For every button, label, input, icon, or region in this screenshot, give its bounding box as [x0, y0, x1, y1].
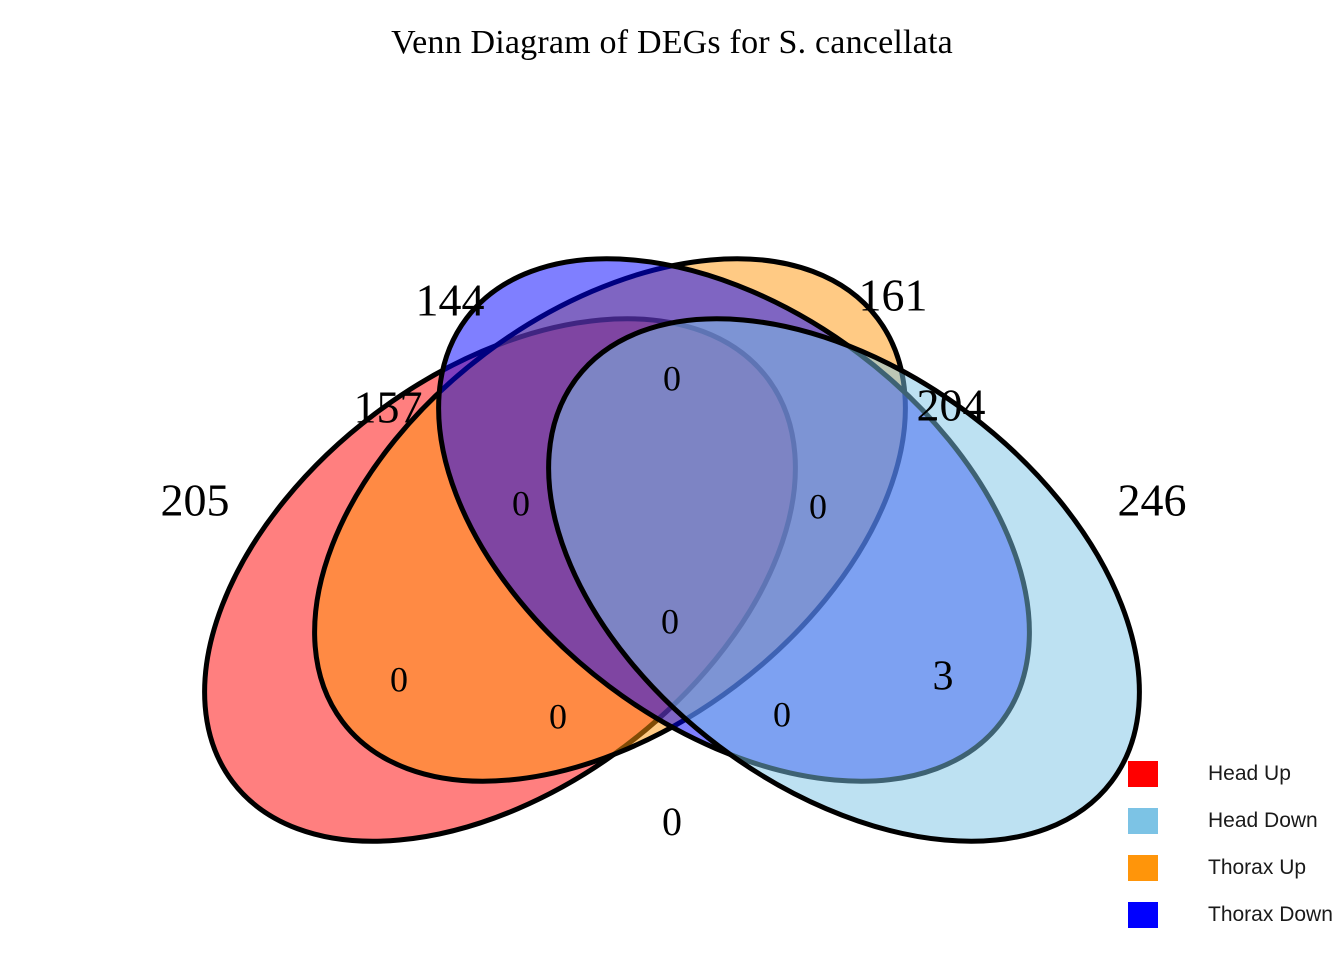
region-label-thoraxup-thoraxdown-headdown: 0 [809, 486, 827, 526]
legend-swatch-thorax-down [1128, 902, 1158, 928]
legend-item-head-up[interactable]: Head Up [1128, 752, 1291, 796]
venn-region-labels: 205 144 161 246 157 204 0 0 0 0 0 3 0 0 … [161, 270, 1187, 845]
legend-swatch-thorax-up [1128, 855, 1158, 881]
region-label-headup-thoraxup-thoraxdown: 0 [512, 483, 530, 523]
legend-swatch-head-down [1128, 808, 1158, 834]
legend-label-head-down: Head Down [1208, 809, 1318, 832]
region-label-thorax-down-only: 161 [859, 270, 928, 321]
legend-label-head-up: Head Up [1208, 762, 1291, 785]
page-title: Venn Diagram of DEGs for S. cancellata [391, 24, 953, 61]
region-label-headup-thoraxdown-headdown: 0 [549, 696, 567, 736]
ellipse-head-down[interactable] [451, 212, 1236, 947]
region-label-headup-thoraxup-headdown: 0 [773, 694, 791, 734]
venn-ellipses [202, 212, 1236, 947]
legend-swatch-head-up [1128, 761, 1158, 787]
legend: Head Up Head Down Thorax Up Thorax Down [1128, 752, 1344, 944]
region-label-headup-headdown: 0 [662, 799, 682, 844]
legend-item-thorax-down[interactable]: Thorax Down [1128, 893, 1333, 937]
legend-label-thorax-down: Thorax Down [1208, 903, 1333, 926]
legend-item-thorax-up[interactable]: Thorax Up [1128, 846, 1306, 890]
region-label-headup-thoraxdown: 0 [390, 659, 408, 699]
region-label-thoraxup-thoraxdown: 0 [663, 358, 681, 398]
region-label-thoraxdown-headdown: 204 [917, 380, 986, 431]
legend-item-head-down[interactable]: Head Down [1128, 799, 1318, 843]
region-label-head-up-only: 205 [161, 475, 230, 526]
legend-label-thorax-up: Thorax Up [1208, 856, 1307, 879]
region-label-headup-thoraxup: 157 [354, 382, 423, 433]
region-label-thoraxup-headdown: 3 [933, 654, 954, 700]
region-label-all-four: 0 [661, 601, 679, 641]
region-label-thorax-up-only: 144 [416, 275, 485, 326]
region-label-head-down-only: 246 [1118, 475, 1187, 526]
